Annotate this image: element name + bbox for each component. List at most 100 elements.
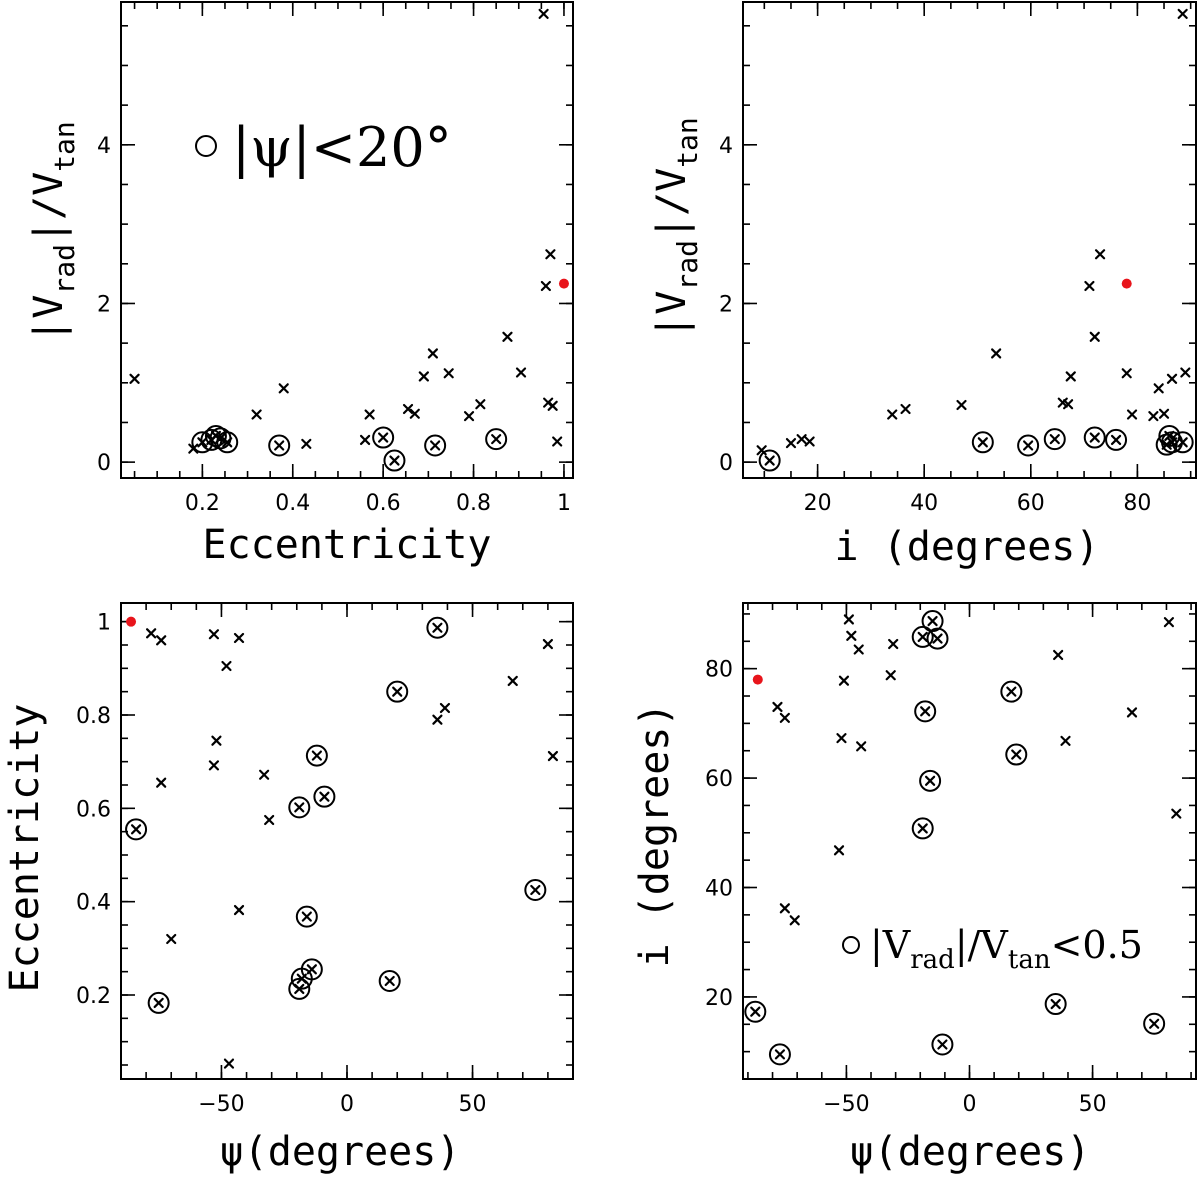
x-tick-label: 40 — [910, 491, 938, 516]
cross-mark — [301, 911, 312, 922]
cross-point — [129, 373, 140, 384]
cross-point — [402, 403, 414, 415]
circle-mark — [290, 967, 313, 990]
x-tick-label: 0.8 — [456, 491, 491, 516]
cross-mark — [166, 933, 177, 945]
circled-cross-point — [1017, 434, 1040, 457]
cross-mark — [1180, 367, 1191, 378]
cross-mark — [838, 675, 850, 686]
circled-cross-point — [1171, 431, 1194, 454]
cross-point — [1148, 411, 1159, 422]
circled-cross-point — [914, 700, 937, 723]
circle-mark — [378, 970, 401, 992]
y-tick-label: 4 — [97, 134, 111, 159]
cross-point — [259, 769, 270, 780]
circle-mark — [216, 431, 239, 454]
cross-point — [838, 675, 850, 686]
circle-mark — [204, 424, 227, 447]
cross-mark — [991, 348, 1002, 359]
circle-mark — [921, 610, 944, 633]
cross-mark — [294, 983, 305, 995]
x-tick-label: 20 — [804, 491, 832, 516]
cross-point — [156, 777, 167, 788]
panel3-minor-ticks — [120, 603, 574, 1079]
cross-mark — [552, 436, 563, 447]
cross-mark — [427, 348, 438, 359]
cross-mark — [772, 701, 783, 713]
circled-cross-point — [424, 434, 447, 457]
panel1-minor-ticks — [121, 2, 573, 478]
cross-point — [856, 741, 867, 752]
circle-mark — [313, 785, 336, 808]
cross-point — [502, 331, 513, 342]
cross-point — [789, 915, 800, 926]
cross-point — [515, 367, 527, 378]
cross-mark — [221, 660, 232, 672]
cross-mark — [233, 904, 245, 916]
cross-point — [251, 409, 262, 420]
cross-mark — [779, 903, 790, 914]
cross-mark — [846, 630, 857, 641]
circle-mark — [288, 796, 311, 819]
cross-point — [846, 630, 857, 641]
cross-point — [545, 249, 556, 260]
cross-point — [221, 660, 232, 672]
cross-mark — [545, 249, 556, 260]
circle-mark — [1005, 743, 1028, 766]
circle-mark — [1105, 428, 1128, 451]
cross-mark — [384, 975, 395, 987]
circled-cross-point — [919, 769, 942, 792]
circle-mark — [926, 627, 949, 650]
cross-mark — [764, 455, 775, 466]
circle-mark — [295, 905, 318, 928]
cross-point — [1060, 735, 1071, 746]
circle-mark — [268, 434, 291, 457]
cross-point — [443, 368, 454, 379]
cross-mark — [1177, 8, 1188, 19]
circled-cross-point — [288, 796, 311, 819]
cross-point — [208, 760, 220, 771]
cross-mark — [443, 368, 454, 379]
circled-cross-point — [125, 818, 148, 841]
cross-point — [146, 628, 157, 639]
cross-point — [1180, 367, 1191, 378]
circle-mark — [426, 616, 449, 639]
highlight-point — [752, 674, 763, 685]
cross-point — [1177, 8, 1188, 19]
panel1-frame — [120, 1, 574, 479]
cross-mark — [502, 331, 513, 342]
cross-mark — [301, 438, 312, 449]
cross-mark — [392, 686, 403, 697]
cross-mark — [542, 638, 553, 650]
cross-mark — [430, 440, 441, 451]
cross-mark — [1166, 373, 1178, 384]
cross-mark — [887, 409, 898, 420]
cross-point — [1053, 649, 1064, 661]
cross-mark — [311, 750, 322, 761]
panel4-y-axis-title: i (degrees) — [632, 703, 678, 968]
circle-mark — [386, 680, 409, 703]
x-tick-label: 0.6 — [366, 491, 401, 516]
cross-mark — [211, 735, 222, 746]
circled-cross-point — [386, 680, 409, 703]
cross-point — [538, 8, 549, 19]
cross-point — [475, 399, 486, 410]
cross-mark — [294, 802, 305, 813]
circle-mark — [1043, 428, 1066, 451]
cross-point — [364, 409, 375, 420]
cross-mark — [1177, 437, 1188, 448]
cross-mark — [491, 434, 502, 445]
circled-cross-point — [926, 627, 949, 650]
y-tick-label: 80 — [705, 658, 733, 683]
cross-point — [779, 712, 790, 723]
y-tick-label: 20 — [705, 986, 733, 1011]
panel1-x-axis-title: Eccentricity — [203, 522, 492, 568]
cross-mark — [956, 399, 967, 411]
circled-cross-point — [268, 434, 291, 457]
panel2-points — [756, 8, 1194, 472]
panel3-frame — [120, 602, 574, 1080]
panel-ecc-vs-psi: −50 0 50 0.2 0.4 0.6 0.8 1 — [76, 602, 574, 1117]
circle-mark — [524, 879, 547, 901]
cross-point — [1084, 280, 1095, 292]
cross-mark — [364, 409, 375, 420]
